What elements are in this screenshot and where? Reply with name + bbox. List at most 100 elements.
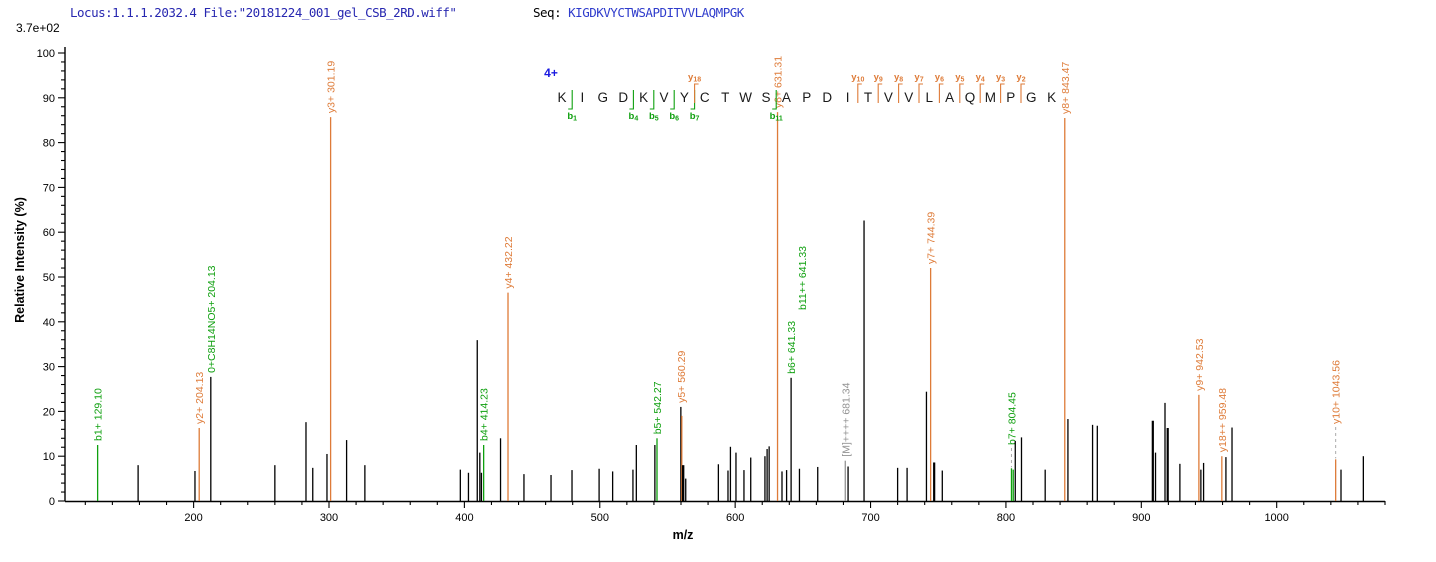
peak-label: y10+ 1043.56 bbox=[1331, 360, 1343, 424]
y-tick-label: 30 bbox=[43, 362, 55, 374]
residue-letter: V bbox=[884, 90, 893, 105]
y-ion-tick bbox=[898, 83, 903, 103]
b-ion-tick bbox=[690, 90, 696, 110]
y-tick-label: 40 bbox=[43, 317, 55, 329]
residue-letter: I bbox=[846, 90, 850, 105]
y-tick-label: 20 bbox=[43, 406, 55, 418]
y-ion-label: y6 bbox=[935, 72, 944, 84]
residue-letter: V bbox=[904, 90, 913, 105]
b-ion-label: b4 bbox=[629, 111, 639, 123]
y-ion-label: y4 bbox=[976, 72, 985, 84]
residue-letter: T bbox=[721, 90, 729, 105]
locus-file-text: Locus:1.1.1.2032.4 File:"20181224_001_ge… bbox=[70, 5, 457, 20]
residue-letter: Q bbox=[965, 90, 976, 105]
y-ion-tick bbox=[1020, 83, 1025, 103]
y-tick-label: 50 bbox=[43, 272, 55, 284]
residue-letter: L bbox=[925, 90, 933, 105]
peak-label: y3+ 301.19 bbox=[326, 61, 338, 113]
y-ion-label: y3 bbox=[996, 72, 1005, 84]
x-tick-label: 300 bbox=[320, 512, 338, 524]
b-ion-tick bbox=[568, 90, 573, 110]
residue-letter: K bbox=[639, 90, 648, 105]
b-ion-label: b1 bbox=[567, 111, 577, 123]
peak-label: y9+ 942.53 bbox=[1194, 338, 1206, 390]
y-ion-label: y18 bbox=[688, 72, 701, 84]
y-tick-label: 90 bbox=[43, 93, 55, 105]
y-ion-label: y5 bbox=[955, 72, 964, 84]
residue-letter: I bbox=[581, 90, 585, 105]
peak-label: b1+ 129.10 bbox=[93, 388, 105, 441]
y-tick-label: 60 bbox=[43, 227, 55, 239]
x-tick-label: 800 bbox=[997, 512, 1015, 524]
seq-label: Seq: bbox=[533, 5, 569, 20]
y-axis-title: Relative Intensity (%) bbox=[13, 197, 27, 323]
y-tick-label: 70 bbox=[43, 182, 55, 194]
peak-label: b5+ 542.27 bbox=[652, 381, 664, 434]
x-tick-label: 900 bbox=[1132, 512, 1150, 524]
b-ion-tick bbox=[649, 90, 655, 110]
x-tick-label: 700 bbox=[861, 512, 879, 524]
peak-label: y7+ 744.39 bbox=[926, 212, 938, 264]
y-tick-label: 0 bbox=[49, 496, 55, 508]
y-ion-tick bbox=[694, 83, 699, 103]
residue-letter: Y bbox=[680, 90, 689, 105]
header-sequence: Seq: KIGDKVYCTWSAPDITVVLAQMPGK bbox=[533, 5, 744, 20]
precursor-charge-label: 4+ bbox=[544, 66, 558, 80]
x-tick-label: 1000 bbox=[1264, 512, 1288, 524]
peak-label: y2+ 204.13 bbox=[194, 372, 206, 424]
residue-letter: S bbox=[761, 90, 770, 105]
max-intensity-label: 3.7e+02 bbox=[16, 21, 60, 35]
peak-label: y6+ 631.31 bbox=[773, 56, 785, 108]
residue-letter: P bbox=[802, 90, 811, 105]
peak-label: y4+ 432.22 bbox=[503, 236, 515, 288]
residue-letter: W bbox=[739, 90, 752, 105]
b-ion-tick bbox=[629, 90, 634, 110]
peak-label: y5+ 560.29 bbox=[676, 351, 688, 403]
peak-label: 0+C8H14NO5+ 204.13 bbox=[206, 265, 218, 373]
x-tick-label: 200 bbox=[184, 512, 202, 524]
b-ion-label: b5 bbox=[649, 111, 659, 123]
residue-letter: M bbox=[985, 90, 996, 105]
y-tick-label: 80 bbox=[43, 138, 55, 150]
residue-letter: D bbox=[618, 90, 628, 105]
residue-letter: G bbox=[598, 90, 609, 105]
residue-letter: A bbox=[945, 90, 954, 105]
y-tick-label: 10 bbox=[43, 451, 55, 463]
b-ion-tick bbox=[772, 90, 777, 110]
residue-letter: P bbox=[1006, 90, 1015, 105]
y-ion-label: y9 bbox=[874, 72, 883, 84]
residue-letter: A bbox=[782, 90, 791, 105]
residue-letter: K bbox=[1047, 90, 1056, 105]
y-ion-tick bbox=[938, 83, 944, 103]
peak-label: b4+ 414.23 bbox=[479, 388, 491, 441]
y-ion-tick bbox=[1000, 83, 1005, 103]
residue-letter: T bbox=[864, 90, 872, 105]
peak-label: y8+ 843.47 bbox=[1060, 62, 1072, 114]
y-ion-tick bbox=[959, 83, 964, 103]
x-tick-label: 600 bbox=[726, 512, 744, 524]
y-ion-tick bbox=[979, 83, 985, 103]
residue-letter: G bbox=[1026, 90, 1037, 105]
peak-label: b6+ 641.33 bbox=[786, 321, 798, 374]
y-ion-label: y10 bbox=[851, 72, 864, 84]
y-ion-label: y2 bbox=[1016, 72, 1025, 84]
residue-letter: C bbox=[700, 90, 710, 105]
y-ion-tick bbox=[857, 83, 862, 103]
b-ion-label: b11 bbox=[770, 111, 783, 123]
x-tick-label: 400 bbox=[455, 512, 473, 524]
y-ion-tick bbox=[877, 83, 883, 103]
peak-label: [M]++++ 681.34 bbox=[840, 382, 852, 456]
b-ion-tick bbox=[670, 90, 675, 110]
residue-letter: V bbox=[659, 90, 668, 105]
y-ion-label: y7 bbox=[914, 72, 923, 84]
x-tick-label: 500 bbox=[591, 512, 609, 524]
peak-label: b11++ 641.33 bbox=[797, 246, 809, 310]
residue-letter: K bbox=[557, 90, 566, 105]
y-ion-label: y8 bbox=[894, 72, 903, 84]
residue-letter: D bbox=[822, 90, 832, 105]
b-ion-label: b7 bbox=[690, 111, 700, 123]
y-tick-label: 100 bbox=[37, 48, 55, 60]
sequence-text: KIGDKVYCTWSAPDITVVLAQMPGK bbox=[568, 5, 744, 20]
